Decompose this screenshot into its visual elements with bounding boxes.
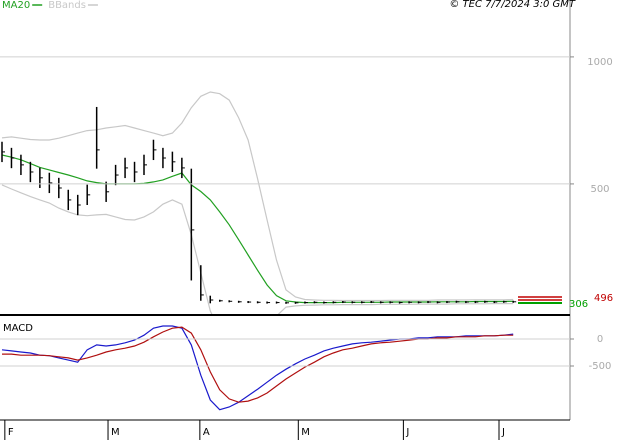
x-tick-label: F	[8, 427, 14, 438]
bband-lower	[1, 184, 514, 314]
source: © TEC 7/7/2024 3:0 GMT	[449, 0, 576, 10]
legend-label: MA20	[2, 0, 30, 11]
x-tick-label: J	[501, 427, 505, 438]
annotation: 496	[594, 293, 613, 304]
y-tick-label: 0	[597, 334, 603, 345]
macd-line	[1, 325, 514, 411]
y-tick-label: 1000	[587, 57, 612, 68]
x-tick-label: J	[405, 427, 409, 438]
panel-title: MACD	[3, 323, 33, 334]
price-panel	[1, 91, 517, 314]
annotation: 306	[569, 299, 588, 310]
x-tick-label: M	[111, 427, 120, 438]
macd-line	[2, 326, 514, 403]
y-tick-label: -500	[589, 361, 612, 372]
x-tick-label: A	[203, 427, 210, 438]
bband-upper	[1, 91, 514, 302]
y-tick-label: 500	[590, 184, 609, 195]
x-tick-label: M	[301, 427, 310, 438]
legend-label: BBands	[48, 0, 86, 11]
